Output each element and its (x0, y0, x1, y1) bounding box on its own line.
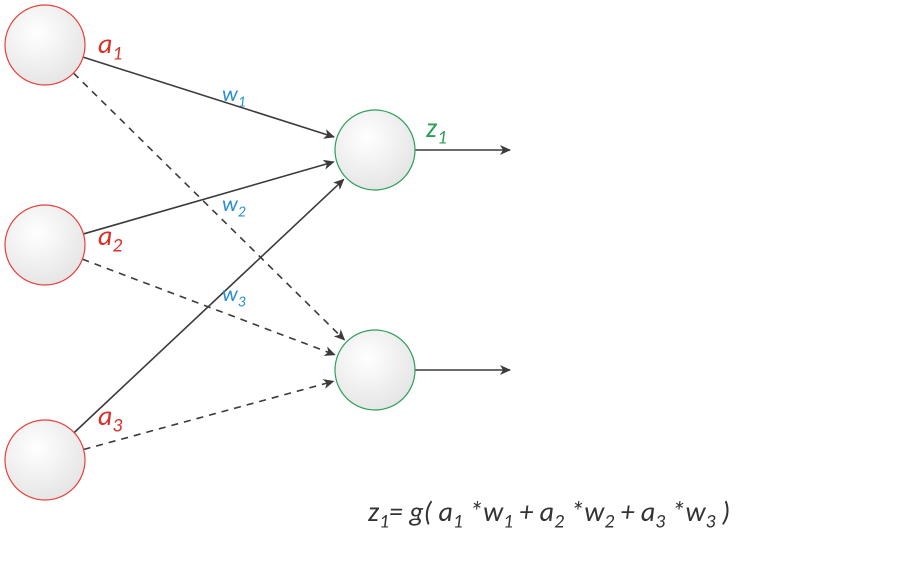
node-z1 (335, 110, 415, 190)
edge-a1-z2 (73, 73, 344, 340)
node-a1 (5, 5, 85, 85)
edge-label-a2-z1: w2 (222, 190, 246, 221)
node-label-a1: a1 (98, 26, 122, 66)
node-a2 (5, 205, 85, 285)
edge-a2-z2 (82, 259, 334, 355)
node-label-a2: a2 (98, 218, 122, 258)
node-z2 (335, 330, 415, 410)
network-diagram (0, 0, 898, 562)
node-label-a3: a3 (98, 398, 122, 438)
node-a3 (5, 420, 85, 500)
equation: z1= g( a1 *w1 + a2 *w2 + a3 *w3 ) (368, 494, 730, 534)
edge-a1-z1 (83, 57, 334, 137)
node-label-z1: z1 (426, 110, 447, 150)
edge-label-a3-z1: w3 (222, 280, 246, 311)
edge-label-a1-z1: w1 (222, 80, 246, 111)
